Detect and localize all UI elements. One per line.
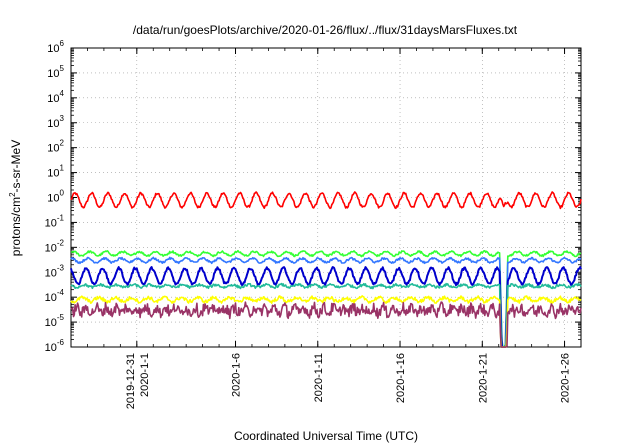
flux-series-line-3 xyxy=(70,256,582,348)
y-tick-label: 10-1 xyxy=(45,213,65,229)
flux-series-line-5 xyxy=(70,282,582,348)
y-axis-label: protons/cm2-s-sr-MeV xyxy=(8,140,23,256)
y-tick-label: 104 xyxy=(47,89,64,105)
flux-series-line-4 xyxy=(70,266,582,348)
grid-lines xyxy=(71,48,581,347)
series-group xyxy=(70,191,582,348)
y-tick-label: 10-5 xyxy=(45,313,65,329)
y-tick-label: 10-6 xyxy=(45,338,65,354)
y-tick-label: 102 xyxy=(47,139,64,155)
flux-series-line-7 xyxy=(70,301,582,348)
x-axis: 2019-12-31 2020-1-1 2020-1-6 2020-1-11 2020-… xyxy=(87,48,572,409)
y-tick-label: 106 xyxy=(47,39,64,55)
y-tick-label: 10-4 xyxy=(45,288,65,304)
flux-series-line-2 xyxy=(70,249,582,348)
y-tick-label: 10-3 xyxy=(45,263,65,279)
y-tick-label: 100 xyxy=(47,189,64,205)
x-axis-label: Coordinated Universal Time (UTC) xyxy=(234,429,418,443)
x-tick-label: 2020-1-11 xyxy=(313,353,325,402)
flux-series-line-6 xyxy=(70,295,582,348)
y-tick-label: 105 xyxy=(47,64,64,80)
y-tick-label: 101 xyxy=(47,164,64,180)
y-axis: 10-6 10-5 10-4 10-3 10-2 10-1 100 101 102 103 104 1… xyxy=(45,39,581,354)
chart-title: /data/run/goesPlots/archive/2020-01-26/f… xyxy=(133,23,518,37)
x-tick-label: 2020-1-6 xyxy=(231,353,243,397)
x-tick-label: 2019-12-31 xyxy=(125,353,137,409)
y-tick-label: 103 xyxy=(47,114,64,130)
y-tick-label: 10-2 xyxy=(45,238,65,254)
x-tick-label: 2020-1-26 xyxy=(560,353,572,403)
flux-series-line-1 xyxy=(70,191,582,210)
x-tick-label: 2020-1-1 xyxy=(139,353,151,397)
x-tick-label: 2020-1-21 xyxy=(477,353,489,403)
x-tick-label: 2020-1-16 xyxy=(395,353,407,403)
